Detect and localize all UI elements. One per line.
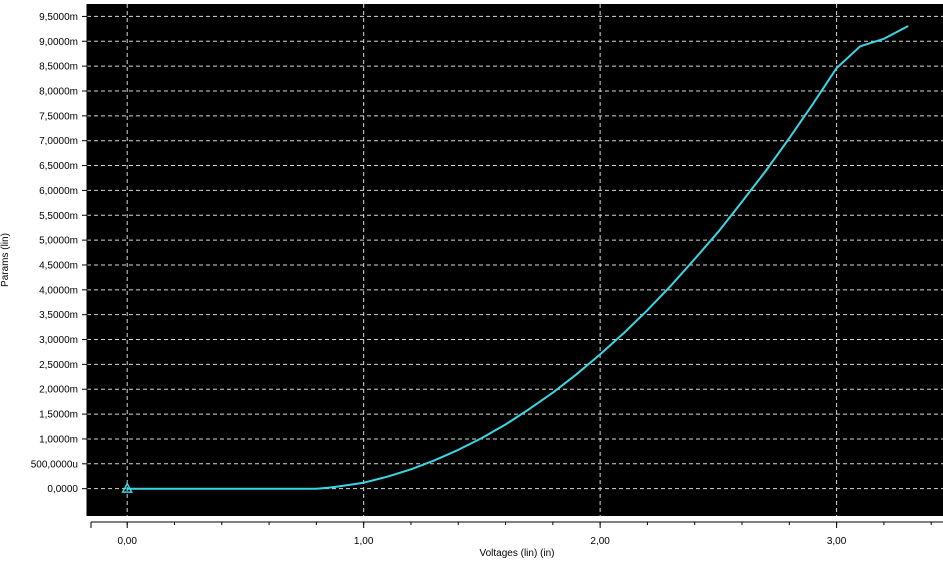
y-tick-label: 500,0000u: [31, 459, 78, 470]
y-tick-label: 4,0000m: [39, 285, 78, 296]
y-tick-label: 4,5000m: [39, 260, 78, 271]
y-tick-label: 5,5000m: [39, 211, 78, 222]
y-tick-label: 3,5000m: [39, 310, 78, 321]
y-tick-label: 7,0000m: [39, 136, 78, 147]
x-axis-band: [87, 522, 943, 552]
x-axis: 0,00 1,00 2,00 3,00: [90, 521, 943, 547]
y-tick-label: 2,5000m: [39, 360, 78, 371]
y-axis: 0,0000 500,0000u 1,0000m 1,5000m 2,0000m 2,50…: [31, 4, 88, 516]
y-axis-title: Params (lin): [0, 233, 11, 287]
x-tick-label: 2,00: [590, 536, 610, 547]
x-tick-label: 3,00: [827, 536, 847, 547]
y-tick-label: 8,0000m: [39, 86, 78, 97]
y-tick-label: 2,0000m: [39, 385, 78, 396]
series-marker-triangle: [121, 482, 133, 493]
x-tick-label: 0,00: [117, 536, 137, 547]
x-tick-label: 1,00: [354, 536, 374, 547]
y-tick-label: 6,5000m: [39, 161, 78, 172]
x-axis-title: Voltages (lin) (in): [479, 548, 554, 559]
plot-background: [87, 4, 943, 516]
series-layer: [121, 25, 909, 493]
y-tick-label: 1,5000m: [39, 410, 78, 421]
y-tick-label: 5,0000m: [39, 236, 78, 247]
series-line: [126, 25, 909, 490]
y-tick-label: 0,0000: [47, 484, 78, 495]
y-tick-label: 6,0000m: [39, 186, 78, 197]
y-tick-label: 1,0000m: [39, 434, 78, 445]
y-tick-label: 8,5000m: [39, 62, 78, 73]
grid: [87, 4, 943, 516]
y-tick-label: 3,0000m: [39, 335, 78, 346]
y-tick-label: 7,5000m: [39, 111, 78, 122]
y-tick-label: 9,5000m: [39, 12, 78, 23]
y-tick-label: 9,0000m: [39, 37, 78, 48]
